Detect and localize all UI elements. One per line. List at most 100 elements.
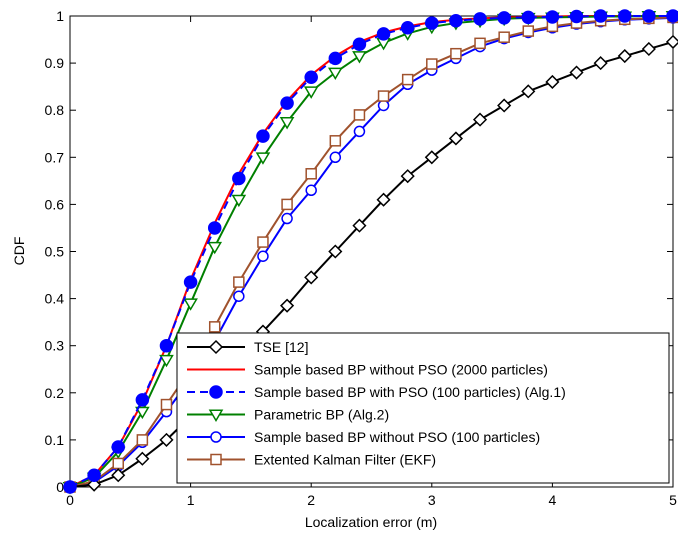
data-point: [497, 11, 511, 25]
data-point: [328, 51, 343, 66]
data-point: [135, 393, 150, 407]
data-point: [87, 477, 102, 492]
data-point: [329, 151, 342, 164]
data-point: [545, 10, 560, 24]
y-axis-title: CDF: [11, 237, 27, 266]
data-point: [352, 51, 367, 64]
data-point: [207, 241, 223, 255]
data-point: [545, 74, 560, 90]
legend: TSE [12] Sample based BP without PSO (200…: [176, 332, 670, 484]
data-point: [111, 468, 126, 483]
data-point: [257, 236, 269, 248]
data-point: [426, 58, 438, 70]
data-point: [281, 212, 293, 225]
x-tick-label: 2: [307, 492, 315, 508]
data-point: [497, 98, 512, 113]
data-point: [305, 168, 317, 180]
y-tick-label: 0.3: [45, 338, 65, 354]
data-point: [641, 41, 656, 57]
y-tick-label: 0.5: [45, 244, 65, 260]
data-point: [617, 48, 632, 64]
data-point: [207, 221, 222, 235]
data-point: [255, 152, 271, 165]
data-point: [642, 9, 656, 23]
data-point: [353, 125, 366, 138]
data-point: [135, 406, 150, 420]
data-point: [472, 112, 488, 127]
y-tick-label: 0.9: [45, 55, 65, 71]
data-point: [111, 440, 125, 454]
data-point: [521, 84, 536, 99]
data-point: [112, 457, 124, 470]
data-point: [159, 354, 174, 368]
data-point: [352, 218, 367, 233]
x-tick-label: 0: [66, 492, 74, 508]
x-tick-label: 4: [549, 492, 557, 508]
data-point: [376, 192, 391, 207]
legend-marker: [208, 409, 224, 422]
data-point: [473, 12, 487, 26]
data-point: [522, 25, 535, 37]
data-point: [136, 434, 149, 446]
data-point: [665, 34, 678, 49]
data-point: [352, 37, 367, 52]
data-point: [328, 67, 343, 80]
data-point: [328, 244, 343, 259]
legend-box: [176, 332, 670, 484]
data-point: [569, 9, 584, 24]
data-point: [498, 31, 510, 43]
data-point: [305, 184, 317, 197]
legend-marker: [208, 339, 224, 355]
data-point: [521, 10, 536, 25]
legend-label: Extented Kalman Filter (EKF): [254, 452, 436, 468]
y-tick-label: 0.7: [45, 149, 65, 165]
y-tick-label: 0.2: [45, 385, 65, 401]
data-point: [87, 468, 101, 482]
legend-label: Sample based BP without PSO (100 particl…: [254, 429, 540, 445]
data-point: [303, 86, 319, 99]
data-point: [208, 321, 221, 333]
y-tick-label: 0.4: [45, 291, 65, 307]
legend-marker: [210, 453, 222, 466]
data-point: [159, 338, 174, 353]
data-point: [474, 37, 486, 50]
data-point: [666, 9, 678, 23]
data-point: [183, 298, 198, 311]
x-tick-label: 3: [428, 492, 436, 508]
data-point: [183, 275, 198, 289]
y-tick-label: 1: [56, 8, 64, 24]
legend-label: TSE [12]: [254, 339, 308, 355]
y-tick-label: 0: [56, 479, 64, 495]
data-point: [256, 129, 270, 143]
data-point: [135, 451, 150, 466]
data-point: [450, 47, 462, 60]
data-point: [233, 290, 245, 302]
data-point: [257, 250, 269, 262]
legend-label: Parametric BP (Alg.2): [254, 407, 389, 423]
y-tick-label: 0.8: [45, 102, 65, 118]
x-axis-title: Localization error (m): [305, 514, 437, 530]
data-point: [593, 56, 608, 71]
data-point: [304, 70, 318, 84]
data-point: [231, 194, 247, 208]
data-point: [280, 298, 295, 313]
data-point: [569, 65, 584, 80]
data-point: [279, 117, 295, 130]
series-2: [63, 9, 678, 494]
data-point: [329, 135, 342, 147]
data-point: [401, 73, 414, 86]
y-axis-ticks: 0 0.1 0.2 0.3 0.4 0.5 0.6 0.7 0.8 0.9 1: [45, 8, 673, 495]
data-point: [304, 270, 319, 285]
data-point: [281, 198, 293, 211]
data-point: [63, 480, 77, 494]
data-point: [425, 16, 439, 30]
y-tick-label: 0.6: [45, 196, 65, 212]
x-tick-label: 1: [187, 492, 195, 508]
data-point: [424, 150, 439, 165]
data-point: [233, 276, 245, 288]
data-point: [377, 99, 390, 112]
legend-label: Sample based BP without PSO (2000 partic…: [254, 362, 548, 378]
data-point: [159, 432, 174, 447]
legend-marker: [209, 385, 223, 399]
